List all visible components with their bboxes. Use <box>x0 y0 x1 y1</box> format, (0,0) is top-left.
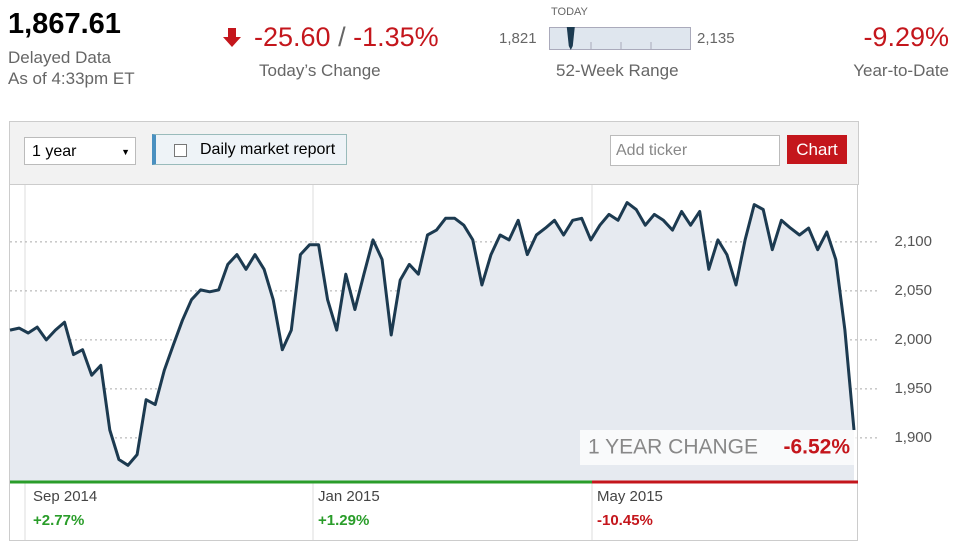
period-change: +2.77% <box>33 512 84 529</box>
today: TODAY <box>551 6 588 18</box>
change-pct: -1.35% <box>353 22 439 52</box>
range-high: 2,135 <box>697 30 735 47</box>
period-select[interactable]: 1 year ▼ <box>24 137 136 165</box>
checkbox[interactable] <box>174 144 187 157</box>
as-of: As of 4:33pm ET <box>8 69 135 88</box>
ytd-caption: Year-to-Date <box>853 61 949 80</box>
chart-button[interactable]: Chart <box>787 135 847 164</box>
caret: ▼ <box>121 147 130 157</box>
period-change: +1.29% <box>318 512 369 529</box>
y-tick-label: 2,000 <box>894 331 932 348</box>
ticker-input[interactable]: Add ticker <box>610 135 780 166</box>
price-line <box>9 201 856 467</box>
range-caption: 52-Week Range <box>556 61 679 80</box>
y-tick-label: 1,950 <box>894 380 932 397</box>
y-tick-label: 1,900 <box>894 429 932 446</box>
annotation-label: 1 YEAR CHANGE <box>588 436 758 459</box>
annotation-box <box>580 430 857 465</box>
change: -25.60 <box>254 22 331 52</box>
y-tick-label: 2,050 <box>894 282 932 299</box>
period-change: -10.45% <box>597 512 653 529</box>
button-label: Chart <box>796 140 838 159</box>
y-tick-label: 2,100 <box>894 233 932 250</box>
annotation-value: -6.52% <box>783 436 850 459</box>
change-row: -25.60 / -1.35% <box>254 22 439 53</box>
period-label: May 2015 <box>597 488 663 505</box>
range-bar <box>549 27 691 50</box>
down-arrow <box>223 28 241 47</box>
period: 1 year <box>32 143 77 160</box>
period-label: Jan 2015 <box>318 488 380 505</box>
period-label: Sep 2014 <box>33 488 97 505</box>
report: Daily market report <box>200 141 336 158</box>
report-toggle[interactable]: Daily market report <box>152 134 347 165</box>
area <box>10 202 854 482</box>
change-caption: Today’s Change <box>259 61 381 80</box>
delayed: Delayed Data <box>8 48 112 67</box>
sep: / <box>338 22 346 52</box>
range-marker <box>566 27 575 50</box>
ytd: -9.29% <box>863 22 949 52</box>
price: 1,867.61 <box>8 8 121 40</box>
range-low: 1,821 <box>499 30 537 47</box>
ticker-placeholder: Add ticker <box>616 142 688 159</box>
